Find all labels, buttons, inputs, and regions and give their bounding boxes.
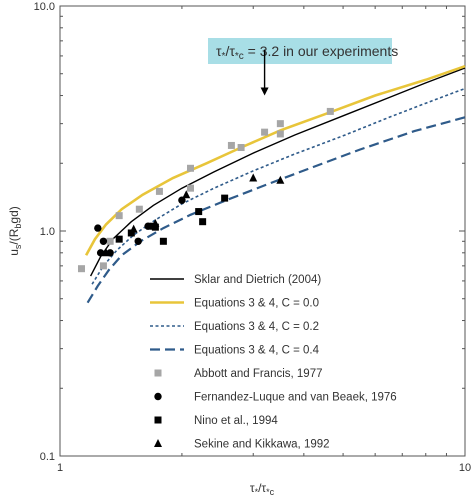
data-point-6 xyxy=(221,194,229,202)
legend-swatch-6 xyxy=(154,416,162,424)
data-point-4 xyxy=(106,237,114,245)
x-tick-label: 10 xyxy=(459,462,471,474)
data-point-4 xyxy=(135,205,143,213)
series-points xyxy=(77,107,334,273)
data-point-4 xyxy=(276,120,284,128)
data-point-5 xyxy=(134,237,142,245)
series-line-0 xyxy=(89,67,466,277)
data-point-4 xyxy=(261,128,269,136)
data-point-4 xyxy=(186,184,194,192)
data-point-5 xyxy=(99,237,108,245)
legend-label-3: Equations 3 & 4, C = 0.4 xyxy=(194,345,320,357)
data-point-4 xyxy=(115,212,123,220)
data-point-4 xyxy=(276,130,284,138)
legend-label-2: Equations 3 & 4, C = 0.2 xyxy=(194,321,319,333)
legend-swatch-5 xyxy=(154,392,162,401)
series-lines xyxy=(84,64,466,304)
annotation: τ*/τ*c = 3.2 in our experiments xyxy=(208,38,398,96)
data-point-6 xyxy=(151,223,159,231)
y-tick-label: 0.1 xyxy=(40,451,55,463)
annotation-box xyxy=(208,38,392,64)
data-point-4 xyxy=(186,164,194,172)
series-line-2 xyxy=(91,87,466,285)
data-point-7 xyxy=(102,248,111,257)
data-point-7 xyxy=(249,173,258,182)
annotation-text: τ*/τ*c = 3.2 in our experiments xyxy=(216,43,398,62)
series-line-3 xyxy=(86,116,466,304)
legend-label-1: Equations 3 & 4, C = 0.0 xyxy=(194,298,319,310)
data-point-5 xyxy=(96,249,105,257)
data-point-4 xyxy=(155,187,163,195)
data-point-6 xyxy=(127,229,135,237)
data-point-6 xyxy=(199,218,207,226)
legend-label-5: Fernandez-Luque and van Beaek, 1976 xyxy=(194,392,397,404)
data-point-5 xyxy=(178,196,186,204)
axis-ticks: 0.1 1.0 10.0 1 10 xyxy=(34,1,472,474)
data-point-7 xyxy=(276,175,285,184)
legend: Sklar and Dietrich (2004) Equations 3 & 4… xyxy=(150,274,397,451)
data-point-4 xyxy=(77,265,85,273)
data-point-5 xyxy=(94,224,102,232)
data-point-4 xyxy=(326,107,334,115)
data-point-7 xyxy=(129,224,138,233)
series-line-1 xyxy=(84,64,466,256)
legend-label-4: Abbott and Francis, 1977 xyxy=(194,368,323,380)
data-point-4 xyxy=(237,144,245,152)
legend-swatch-4 xyxy=(154,369,162,377)
legend-label-6: Nino et al., 1994 xyxy=(194,415,278,427)
annotation-arrowhead xyxy=(260,87,269,96)
data-point-6 xyxy=(159,237,167,245)
y-tick-label: 1.0 xyxy=(40,226,55,238)
y-tick-label: 10.0 xyxy=(34,1,55,13)
data-point-4 xyxy=(227,141,235,149)
x-tick-label: 1 xyxy=(57,462,63,474)
data-point-7 xyxy=(151,218,160,227)
data-point-4 xyxy=(99,262,107,270)
x-axis-label: τ*/τ*c xyxy=(250,481,275,497)
data-point-6 xyxy=(195,208,203,216)
legend-swatch-7 xyxy=(154,439,162,447)
data-point-6 xyxy=(115,235,123,243)
legend-label-7: Sekine and Kikkawa, 1992 xyxy=(194,439,330,451)
legend-label-0: Sklar and Dietrich (2004) xyxy=(194,274,321,286)
data-point-7 xyxy=(182,190,191,199)
y-axis-label: us/(Rbgd) xyxy=(7,206,23,256)
